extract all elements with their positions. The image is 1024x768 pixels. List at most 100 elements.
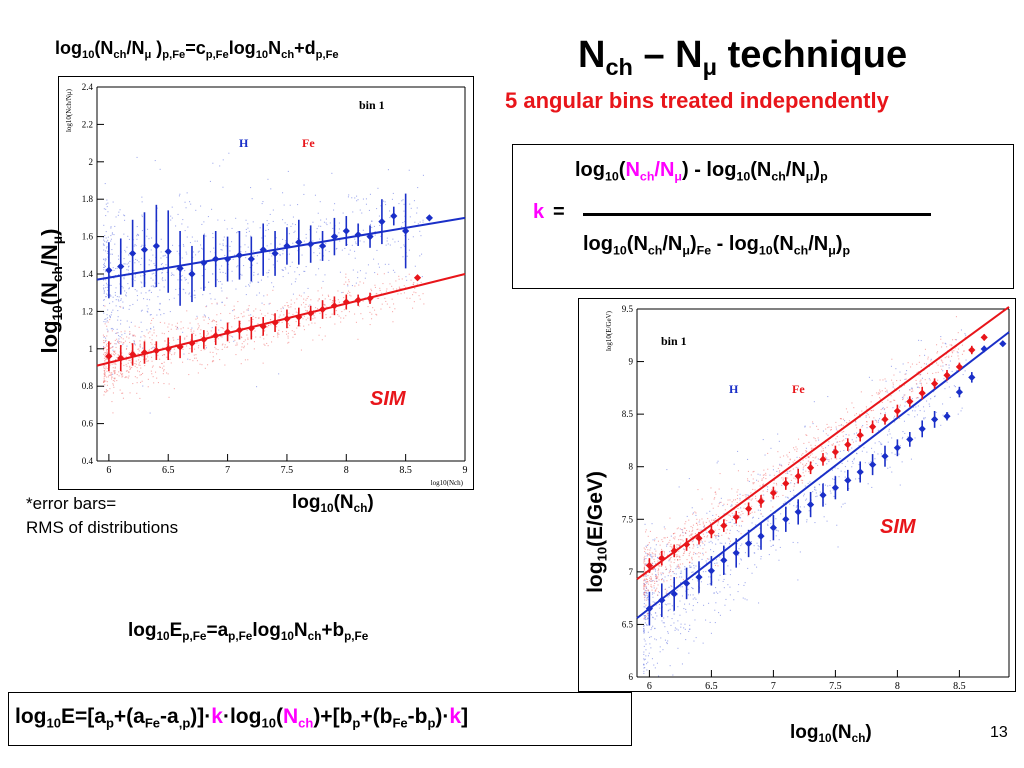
scatter-point bbox=[901, 396, 903, 398]
scatter-point bbox=[682, 579, 684, 581]
formula-sub: μ bbox=[682, 243, 690, 258]
scatter-point bbox=[270, 324, 272, 326]
scatter-point bbox=[674, 627, 676, 629]
scatter-point bbox=[763, 500, 765, 502]
scatter-point bbox=[115, 305, 117, 307]
data-point-Fe bbox=[366, 294, 374, 302]
bin-label: bin 1 bbox=[359, 98, 385, 112]
scatter-point bbox=[866, 408, 868, 410]
scatter-point bbox=[893, 417, 895, 419]
scatter-point bbox=[666, 469, 668, 471]
scatter-point bbox=[845, 438, 847, 440]
scatter-point bbox=[104, 374, 106, 376]
scatter-point bbox=[669, 539, 671, 541]
scatter-point bbox=[945, 343, 947, 345]
scatter-point bbox=[288, 341, 290, 343]
scatter-point bbox=[269, 319, 271, 321]
scatter-point bbox=[737, 470, 739, 472]
scatter-point bbox=[114, 225, 116, 227]
scatter-point bbox=[151, 319, 153, 321]
scatter-point bbox=[799, 457, 801, 459]
scatter-point bbox=[826, 423, 828, 425]
scatter-point bbox=[111, 401, 113, 403]
scatter-point bbox=[759, 504, 761, 506]
formula-sub: ch bbox=[639, 169, 655, 184]
scatter-point bbox=[262, 362, 264, 364]
scatter-point bbox=[408, 169, 410, 171]
formula-sub: ch bbox=[298, 715, 314, 731]
scatter-point bbox=[741, 520, 743, 522]
scatter-point bbox=[805, 450, 807, 452]
scatter-point bbox=[338, 315, 340, 317]
scatter-point bbox=[664, 603, 666, 605]
scatter-point bbox=[146, 305, 148, 307]
scatter-point bbox=[359, 240, 361, 242]
scatter-point bbox=[775, 490, 777, 492]
scatter-point bbox=[317, 300, 319, 302]
scatter-point bbox=[654, 568, 656, 570]
scatter-point bbox=[391, 198, 393, 200]
scatter-point bbox=[684, 628, 686, 630]
scatter-point bbox=[669, 570, 671, 572]
scatter-point bbox=[753, 482, 755, 484]
scatter-point bbox=[782, 494, 784, 496]
scatter-point bbox=[151, 347, 153, 349]
scatter-point bbox=[691, 557, 693, 559]
scatter-point bbox=[684, 548, 686, 550]
scatter-point bbox=[884, 387, 886, 389]
scatter-point bbox=[693, 551, 695, 553]
scatter-point bbox=[653, 587, 655, 589]
scatter-point bbox=[212, 319, 214, 321]
scatter-point bbox=[269, 302, 271, 304]
scatter-point bbox=[138, 362, 140, 364]
scatter-point bbox=[719, 614, 721, 616]
formula-sub: ,p bbox=[178, 715, 191, 731]
scatter-point bbox=[657, 591, 659, 593]
scatter-point bbox=[702, 521, 704, 523]
scatter-point bbox=[682, 563, 684, 565]
scatter-point bbox=[789, 490, 791, 492]
scatter-point bbox=[716, 462, 718, 464]
scatter-point bbox=[877, 419, 879, 421]
scatter-point bbox=[109, 364, 111, 366]
formula-text: +b bbox=[321, 620, 345, 641]
scatter-point bbox=[106, 352, 108, 354]
scatter-point bbox=[677, 620, 679, 622]
scatter-point bbox=[744, 598, 746, 600]
scatter-point bbox=[105, 357, 107, 359]
scatter-point bbox=[144, 336, 146, 338]
scatter-point bbox=[392, 288, 394, 290]
scatter-point bbox=[161, 367, 163, 369]
scatter-point bbox=[105, 258, 107, 260]
scatter-point bbox=[405, 276, 407, 278]
scatter-point bbox=[696, 529, 698, 531]
scatter-point bbox=[645, 585, 647, 587]
scatter-point bbox=[664, 528, 666, 530]
scatter-point bbox=[309, 304, 311, 306]
scatter-point bbox=[692, 524, 694, 526]
scatter-point bbox=[645, 590, 647, 592]
scatter-point bbox=[705, 619, 707, 621]
scatter-point bbox=[161, 272, 163, 274]
y-tick-label: 9.5 bbox=[622, 304, 634, 314]
scatter-point bbox=[324, 304, 326, 306]
scatter-point bbox=[258, 317, 260, 319]
scatter-point bbox=[893, 399, 895, 401]
scatter-point bbox=[372, 307, 374, 309]
scatter-point bbox=[669, 570, 671, 572]
scatter-point bbox=[103, 244, 105, 246]
scatter-point bbox=[194, 290, 196, 292]
data-point-H bbox=[931, 415, 939, 423]
scatter-point bbox=[680, 633, 682, 635]
scatter-point bbox=[380, 205, 382, 207]
scatter-point bbox=[836, 458, 838, 460]
scatter-point bbox=[653, 558, 655, 560]
scatter-point bbox=[161, 272, 163, 274]
scatter-point bbox=[889, 433, 891, 435]
scatter-point bbox=[412, 307, 414, 309]
scatter-point bbox=[115, 216, 117, 218]
scatter-point bbox=[279, 243, 281, 245]
data-point-H bbox=[295, 238, 303, 246]
scatter-point bbox=[676, 555, 678, 557]
scatter-point bbox=[137, 370, 139, 372]
